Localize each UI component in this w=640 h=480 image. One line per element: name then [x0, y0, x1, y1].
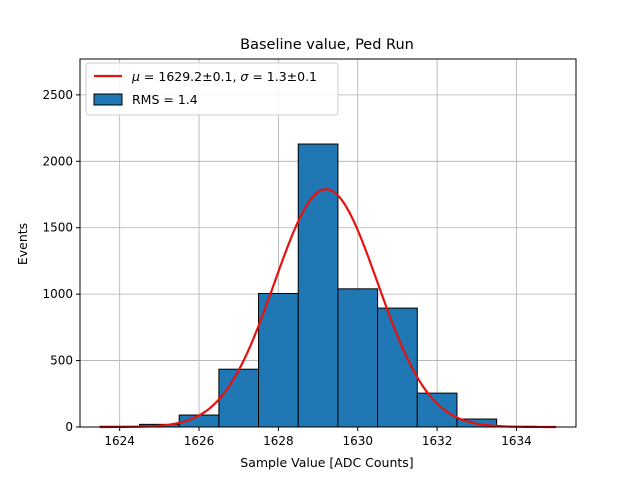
y-axis-ticks: 0 500 1000 1500 2000 2500: [42, 88, 80, 434]
histogram-bar: [337, 288, 379, 428]
x-tick-label: 1632: [422, 434, 453, 448]
y-tick-label: 0: [65, 420, 73, 434]
x-tick-label: 1634: [501, 434, 532, 448]
histogram-bar: [258, 292, 299, 428]
x-tick-label: 1630: [342, 434, 373, 448]
legend-box: [85, 62, 339, 116]
y-tick-label: 500: [50, 354, 73, 368]
gaussian-fit-curve: [99, 188, 557, 429]
legend-fit-label: μ = 1629.2±0.1, σ = 1.3±0.1: [131, 69, 317, 84]
legend-hist-swatch: [93, 93, 123, 106]
histogram-bar: [377, 307, 418, 428]
x-axis-ticks: 1624 1626 1628 1630 1632 1634: [104, 427, 532, 448]
x-tick-label: 1626: [184, 434, 215, 448]
plot-frame: [79, 58, 577, 428]
histogram-bars: [99, 143, 537, 428]
legend-hist-label: RMS = 1.4: [132, 92, 198, 107]
y-tick-label: 1000: [42, 287, 73, 301]
x-axis-label: Sample Value [ADC Counts]: [240, 455, 413, 470]
histogram-bar: [416, 392, 458, 428]
y-tick-label: 1500: [42, 221, 73, 235]
legend: μ = 1629.2±0.1, σ = 1.3±0.1 RMS = 1.4: [85, 62, 339, 116]
y-axis-label: Events: [15, 223, 30, 265]
chart-title: Baseline value, Ped Run: [240, 37, 414, 53]
histogram-bar: [297, 143, 339, 428]
x-tick-label: 1624: [104, 434, 135, 448]
y-tick-label: 2000: [42, 154, 73, 168]
x-tick-label: 1628: [263, 434, 294, 448]
histogram-bar: [218, 368, 260, 428]
y-tick-label: 2500: [42, 88, 73, 102]
